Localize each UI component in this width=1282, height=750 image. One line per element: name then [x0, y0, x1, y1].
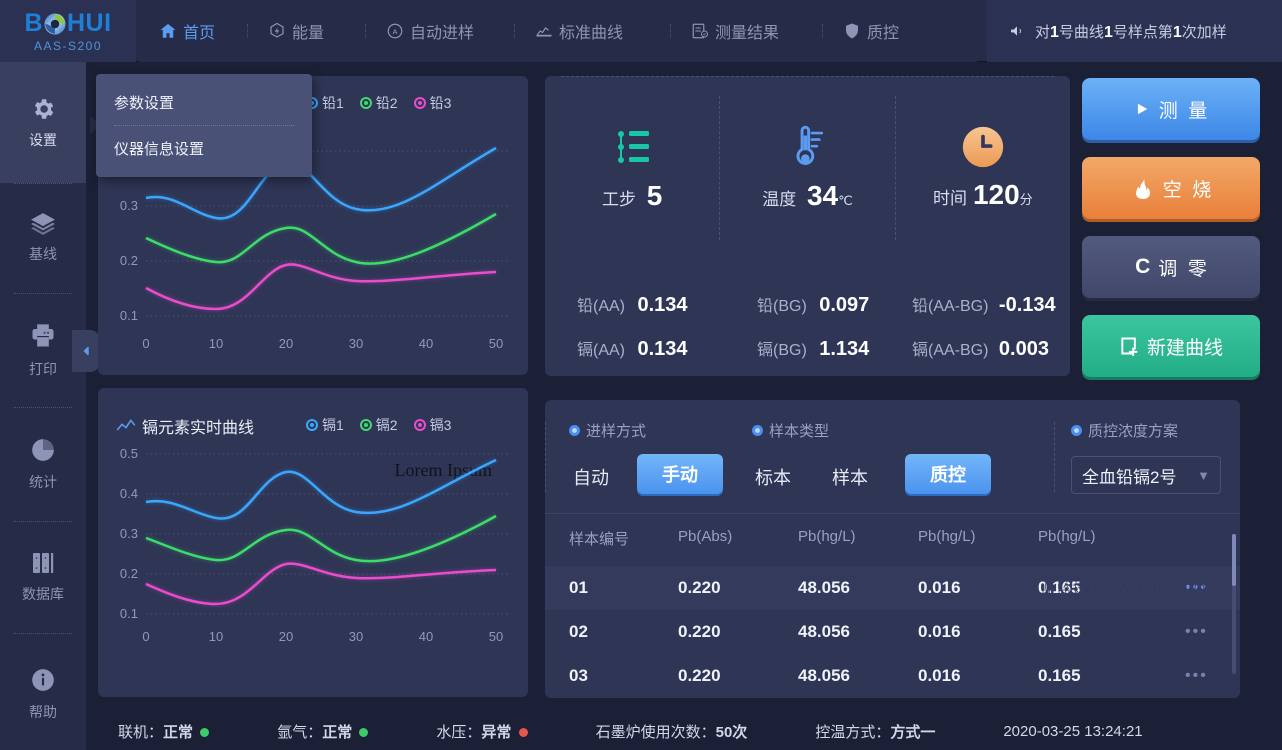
svg-text:50: 50 — [489, 336, 503, 351]
svg-text:10: 10 — [209, 629, 223, 644]
svg-text:50: 50 — [489, 629, 503, 644]
svg-text:0.4: 0.4 — [120, 486, 138, 501]
svg-text:0.1: 0.1 — [120, 606, 138, 621]
svg-text:0: 0 — [142, 336, 149, 351]
svg-text:0.2: 0.2 — [120, 253, 138, 268]
svg-text:0.1: 0.1 — [120, 308, 138, 323]
svg-text:0.3: 0.3 — [120, 198, 138, 213]
svg-text:A: A — [393, 29, 398, 36]
svg-text:30: 30 — [349, 629, 363, 644]
svg-text:10: 10 — [209, 336, 223, 351]
svg-text:0.5: 0.5 — [120, 446, 138, 461]
svg-text:40: 40 — [419, 336, 433, 351]
svg-text:0: 0 — [142, 629, 149, 644]
svg-text:40: 40 — [419, 629, 433, 644]
svg-text:20: 20 — [279, 629, 293, 644]
svg-text:0.2: 0.2 — [120, 566, 138, 581]
svg-text:0.3: 0.3 — [120, 526, 138, 541]
svg-text:30: 30 — [349, 336, 363, 351]
svg-text:20: 20 — [279, 336, 293, 351]
